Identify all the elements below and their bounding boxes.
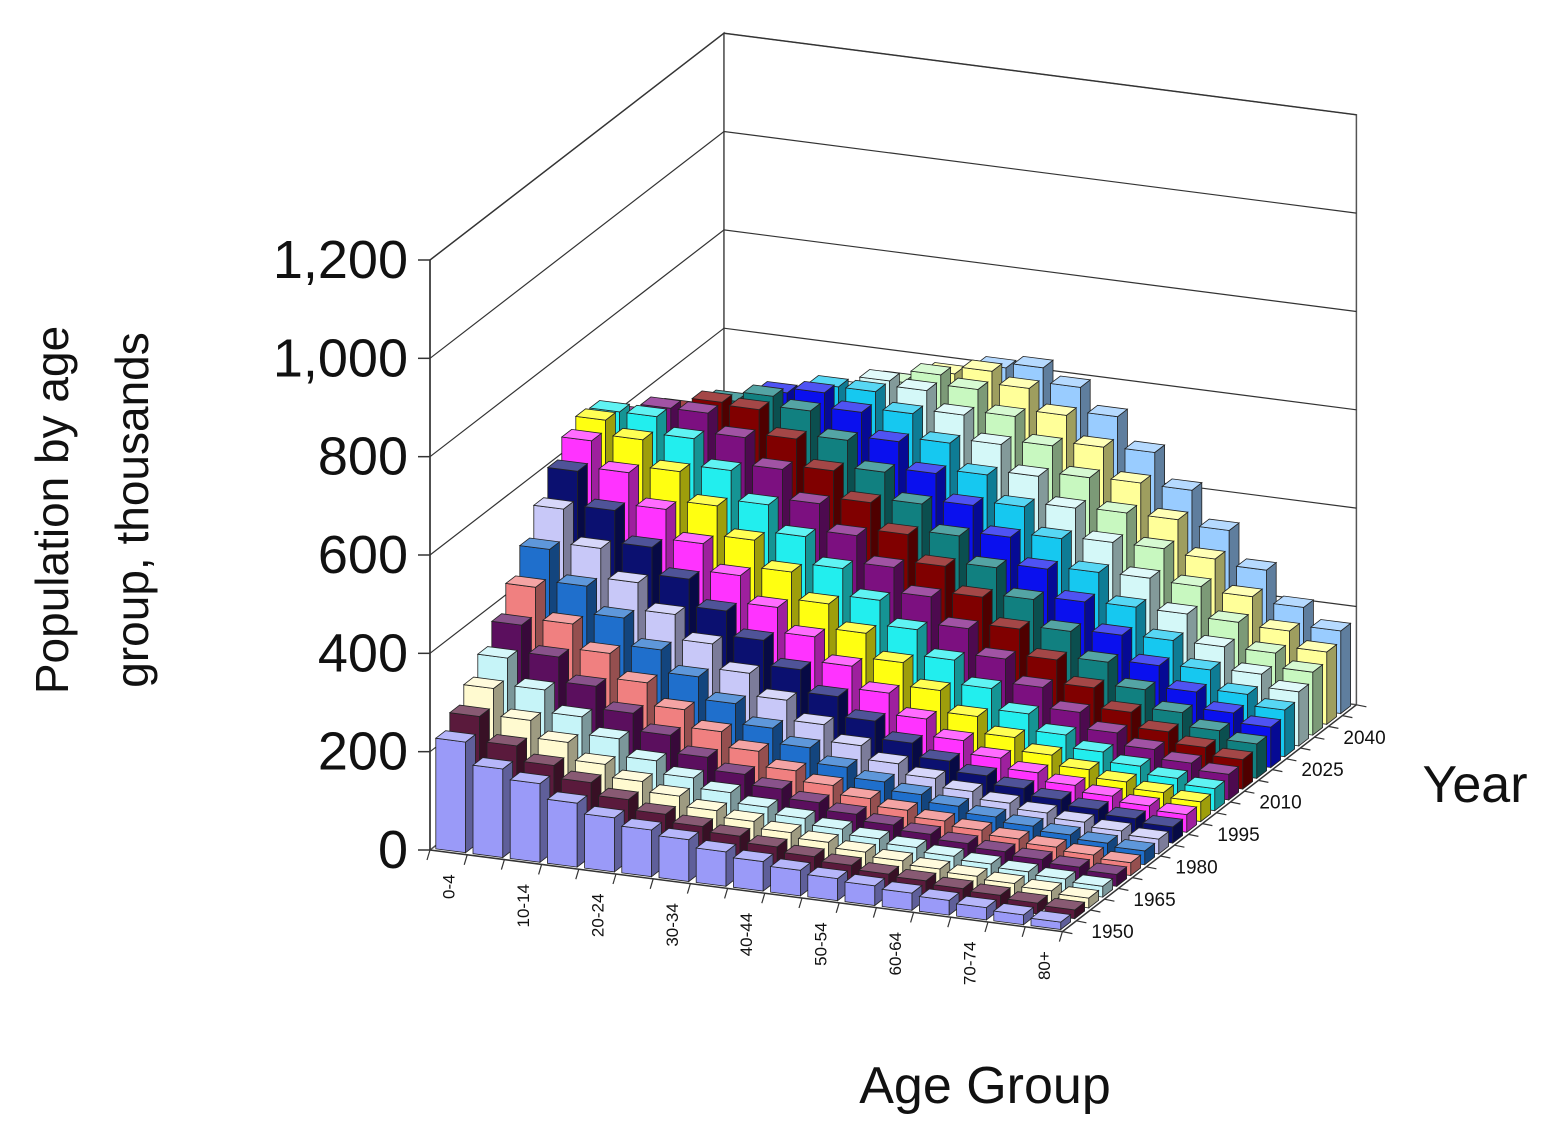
x-axis-title: Age Group (859, 1057, 1111, 1115)
z-tick-mark (1202, 823, 1213, 827)
z-tick-mark (1076, 920, 1087, 924)
z-tick-mark (1160, 855, 1171, 859)
bar (546, 791, 589, 868)
x-tick-label: 40-44 (737, 913, 756, 956)
gridline (429, 32, 1357, 261)
x-tick-label: 70-74 (960, 942, 979, 985)
z-tick-mark (1342, 715, 1353, 719)
x-tick-label: 80+ (1035, 951, 1054, 980)
chart-axes: 0 200 400 600 800 1,000 1,200 0-4 10-14 20-24 30-3… (273, 230, 1386, 985)
bar (918, 888, 961, 916)
z-tick-mark (1328, 725, 1339, 729)
bar (881, 881, 923, 912)
gridline (429, 327, 1357, 556)
z-tick-mark (1286, 758, 1297, 762)
z-tick-mark (1188, 833, 1199, 837)
z-tick-mark (1090, 909, 1101, 913)
x-tick-mark (947, 917, 952, 928)
y-axis-title-line-2: group, thousands (106, 332, 158, 688)
z-tick-mark (1216, 812, 1227, 816)
z-tick-mark (1272, 769, 1283, 773)
x-tick-mark (1058, 931, 1063, 942)
bar (955, 895, 998, 921)
bar (471, 757, 514, 859)
x-tick-mark (761, 893, 766, 904)
x-tick-mark (724, 888, 729, 899)
bar (1029, 910, 1072, 931)
bar (769, 858, 812, 897)
y-axis-title-line-1: Population by age (26, 326, 78, 694)
z-tick-label: 1995 (1217, 825, 1259, 846)
chart-bars (434, 355, 1352, 931)
y-tick-label: 200 (318, 722, 408, 782)
z-axis-title: Year (1422, 756, 1527, 814)
z-tick-mark (1314, 736, 1325, 740)
x-tick-label: 50-54 (812, 922, 831, 965)
z-tick-mark (1062, 931, 1073, 935)
z-tick-mark (1230, 801, 1241, 805)
bar (657, 827, 700, 883)
x-tick-mark (1021, 926, 1026, 937)
x-tick-label: 10-14 (514, 884, 533, 927)
x-tick-mark (426, 849, 431, 861)
x-tick-mark (612, 873, 617, 885)
bar (695, 840, 737, 888)
y-tick-label: 800 (318, 427, 408, 487)
chart-labels: Population by age group, thousands Age G… (26, 326, 1528, 1115)
x-tick-mark (798, 897, 803, 909)
z-tick-mark (1356, 704, 1367, 708)
y-tick-label: 0 (378, 820, 408, 880)
gridline (429, 229, 1357, 458)
x-tick-mark (910, 912, 915, 923)
y-tick-label: 1,000 (273, 328, 408, 388)
y-tick-label: 600 (318, 525, 408, 585)
x-tick-label: 30-34 (663, 903, 682, 946)
x-tick-mark (500, 859, 505, 870)
z-tick-label: 2010 (1259, 793, 1301, 814)
z-tick-mark (1146, 866, 1157, 870)
bar (732, 849, 775, 892)
x-tick-label: 20-24 (588, 894, 607, 937)
x-tick-mark (835, 902, 840, 913)
z-tick-label: 1950 (1091, 922, 1133, 943)
y-tick-label: 1,200 (273, 230, 408, 290)
z-tick-mark (1174, 844, 1185, 848)
gridline (429, 130, 1357, 359)
x-tick-mark (538, 864, 543, 875)
bar (509, 771, 551, 864)
z-tick-mark (1300, 747, 1311, 751)
x-tick-label: 0-4 (440, 874, 459, 899)
bar (992, 903, 1035, 926)
bar (434, 730, 477, 854)
z-tick-label: 1965 (1133, 890, 1175, 911)
x-axis-line (429, 849, 1063, 933)
z-axis-line (1061, 704, 1357, 933)
z-tick-label: 2040 (1343, 728, 1385, 749)
bar (583, 805, 626, 873)
z-tick-mark (1104, 898, 1115, 902)
x-tick-mark (686, 883, 691, 894)
z-tick-mark (1118, 887, 1129, 891)
x-tick-mark (463, 854, 468, 865)
z-tick-mark (1258, 779, 1269, 783)
bar (806, 866, 849, 902)
x-tick-mark (649, 878, 654, 889)
z-tick-label: 1980 (1175, 857, 1217, 878)
z-tick-mark (1132, 877, 1143, 881)
x-tick-mark (872, 907, 877, 918)
z-tick-mark (1244, 790, 1255, 794)
bar (843, 873, 886, 907)
x-tick-mark (575, 869, 580, 880)
bar (620, 818, 663, 878)
z-tick-label: 2025 (1301, 760, 1343, 781)
y-tick-label: 400 (318, 623, 408, 683)
x-tick-mark (984, 921, 989, 933)
x-tick-label: 60-64 (886, 932, 905, 975)
